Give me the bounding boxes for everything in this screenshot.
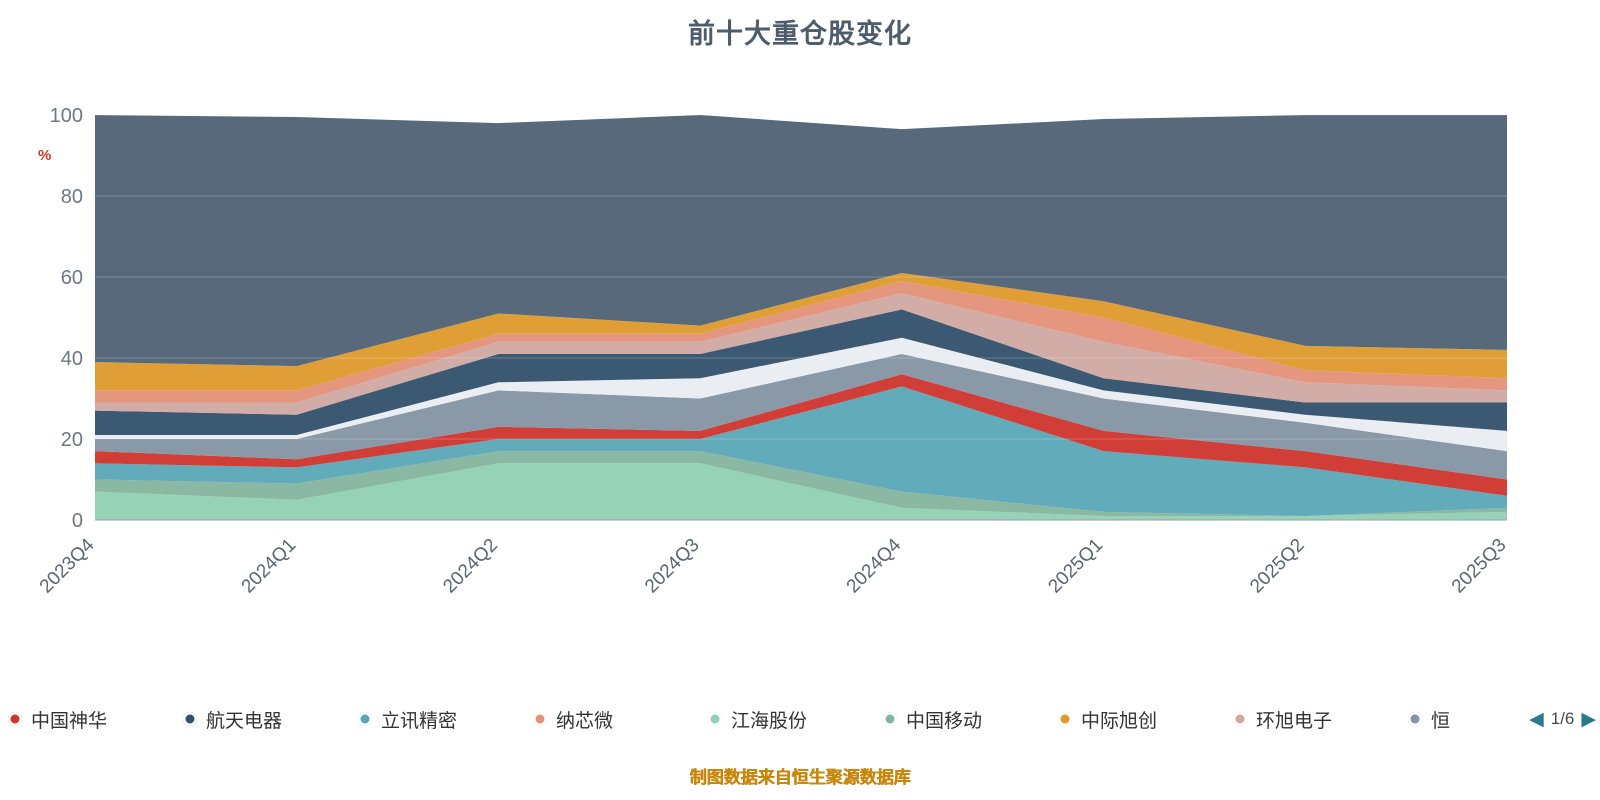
data-source-note: 制图数据来自恒生聚源数据库	[689, 768, 911, 787]
legend-label: 立讯精密	[381, 710, 458, 732]
legend-item-5[interactable]: 中国移动	[883, 706, 1058, 733]
chart-areas	[95, 115, 1507, 520]
y-tick-label-60: 60	[61, 267, 83, 289]
legend: 中国神华 航天电器 立讯精密 纳芯微 江海股份 中国移动 中际旭创 环旭电子 恒	[8, 698, 1600, 740]
y-tick-label-20: 20	[61, 429, 83, 451]
area-series-5	[95, 337, 1507, 452]
legend-label: 航天电器	[206, 710, 283, 732]
legend-item-7[interactable]: 环旭电子	[1233, 706, 1408, 733]
x-tick-label-2024Q3: 2024Q3	[641, 535, 704, 598]
legend-marker-icon	[883, 712, 897, 726]
legend-marker-icon	[1408, 712, 1422, 726]
others-area	[95, 115, 1507, 367]
y-tick-label-40: 40	[61, 348, 83, 370]
x-tick-label-2024Q2: 2024Q2	[439, 535, 502, 598]
x-tick-label-2025Q2: 2025Q2	[1246, 535, 1309, 598]
x-tick-label-2024Q1: 2024Q1	[238, 535, 301, 598]
y-tick-label-100: 100	[50, 105, 83, 127]
legend-label: 恒	[1431, 710, 1451, 732]
legend-item-2[interactable]: 立讯精密	[358, 706, 533, 733]
chart-gridlines	[95, 114, 1507, 521]
legend-item-8[interactable]: 恒	[1408, 706, 1583, 733]
legend-marker-icon	[8, 712, 22, 726]
legend-marker-icon	[1058, 712, 1072, 726]
legend-label: 环旭电子	[1256, 710, 1333, 732]
legend-marker-icon	[708, 712, 722, 726]
legend-marker-icon	[1233, 712, 1247, 726]
legend-marker-icon	[533, 712, 547, 726]
legend-item-6[interactable]: 中际旭创	[1058, 706, 1233, 733]
area-series-2	[95, 386, 1507, 516]
area-series-0	[95, 463, 1507, 520]
legend-next-button[interactable]: ▶	[1581, 708, 1596, 730]
y-axis-unit-label: %	[38, 147, 51, 164]
legend-page-indicator: 1/6	[1550, 709, 1575, 728]
area-series-6	[95, 309, 1507, 435]
y-tick-label-0: 0	[72, 510, 83, 532]
page-title: 前十大重仓股变化	[688, 19, 912, 49]
x-tick-label-2025Q1: 2025Q1	[1044, 535, 1107, 598]
legend-label: 江海股份	[731, 710, 808, 732]
area-series-4	[95, 353, 1507, 480]
legend-label: 纳芯微	[556, 710, 614, 732]
area-series-1	[95, 451, 1507, 516]
legend-item-3[interactable]: 纳芯微	[533, 706, 708, 733]
x-axis-ticks: 2023Q4 2024Q1 2024Q2 2024Q3 2024Q4 2025Q1 2025…	[36, 534, 1511, 597]
legend-label: 中际旭创	[1081, 710, 1158, 732]
legend-item-1[interactable]: 航天电器	[183, 706, 358, 733]
legend-marker-icon	[358, 712, 372, 726]
legend-pagination: ◀ 1/6 ▶	[1517, 698, 1596, 740]
y-tick-label-80: 80	[61, 186, 83, 208]
legend-item-4[interactable]: 江海股份	[708, 706, 883, 733]
x-tick-label-2024Q4: 2024Q4	[843, 534, 906, 597]
legend-item-0[interactable]: 中国神华	[8, 706, 183, 733]
legend-label: 中国移动	[906, 710, 983, 732]
y-axis-ticks: 0 20 40 60 80 100	[50, 105, 83, 532]
legend-marker-icon	[183, 712, 197, 726]
legend-prev-button[interactable]: ◀	[1529, 708, 1544, 730]
legend-label: 中国神华	[31, 710, 108, 732]
area-series-9	[95, 272, 1507, 391]
x-tick-label-2023Q4: 2023Q4	[36, 534, 99, 597]
x-tick-label-2025Q3: 2025Q3	[1448, 535, 1511, 598]
